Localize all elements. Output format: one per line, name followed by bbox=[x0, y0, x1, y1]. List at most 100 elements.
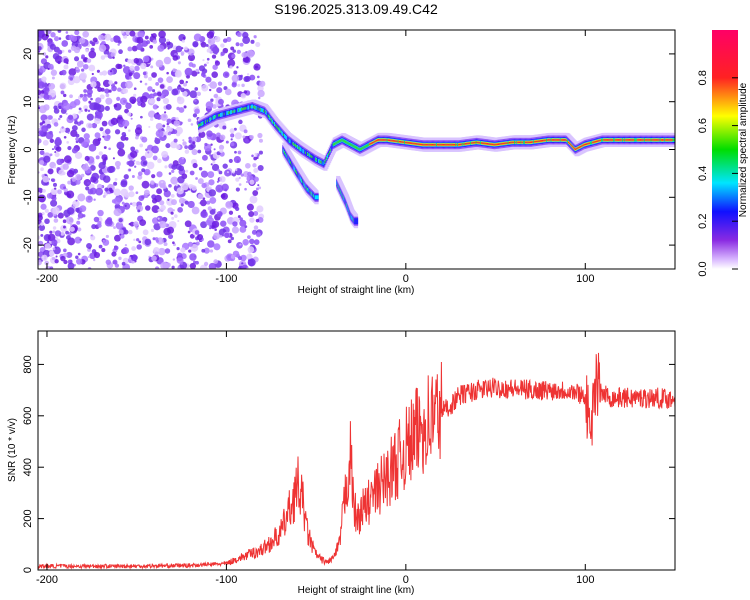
noise-speckle bbox=[214, 52, 218, 55]
noise-speckle bbox=[187, 230, 191, 234]
noise-speckle bbox=[201, 84, 209, 92]
noise-speckle bbox=[66, 251, 73, 259]
noise-speckle bbox=[75, 174, 82, 181]
noise-speckle bbox=[137, 161, 141, 166]
noise-speckle bbox=[159, 221, 164, 225]
noise-speckle bbox=[207, 240, 215, 248]
noise-speckle bbox=[181, 156, 185, 160]
noise-speckle bbox=[114, 234, 121, 242]
noise-speckle bbox=[200, 41, 207, 48]
noise-speckle bbox=[206, 48, 211, 53]
noise-speckle bbox=[130, 150, 138, 158]
noise-speckle bbox=[248, 211, 255, 218]
noise-speckle bbox=[157, 158, 162, 164]
noise-speckle bbox=[232, 221, 238, 227]
noise-speckle bbox=[88, 50, 97, 59]
noise-speckle bbox=[170, 193, 175, 198]
noise-speckle bbox=[253, 176, 259, 182]
noise-speckle bbox=[187, 118, 192, 123]
noise-speckle bbox=[231, 226, 239, 234]
noise-speckle bbox=[61, 40, 69, 47]
noise-speckle bbox=[241, 262, 244, 265]
noise-speckle bbox=[78, 111, 81, 114]
noise-speckle bbox=[235, 177, 240, 182]
noise-speckle bbox=[151, 145, 159, 154]
noise-speckle bbox=[74, 151, 83, 160]
noise-speckle bbox=[197, 193, 204, 200]
noise-speckle bbox=[87, 109, 91, 113]
noise-speckle bbox=[140, 62, 147, 70]
noise-speckle bbox=[159, 84, 165, 89]
noise-speckle bbox=[145, 148, 148, 152]
noise-speckle bbox=[109, 70, 113, 73]
noise-speckle bbox=[236, 66, 239, 69]
noise-speckle bbox=[136, 238, 140, 242]
noise-speckle bbox=[85, 186, 90, 191]
noise-speckle bbox=[192, 162, 198, 169]
noise-speckle bbox=[73, 168, 79, 174]
noise-speckle bbox=[234, 150, 237, 154]
noise-speckle bbox=[171, 169, 175, 174]
noise-speckle bbox=[130, 254, 138, 262]
noise-speckle bbox=[100, 55, 106, 60]
noise-speckle bbox=[196, 106, 199, 109]
noise-speckle bbox=[65, 31, 69, 34]
noise-speckle bbox=[209, 209, 216, 215]
noise-speckle bbox=[253, 156, 258, 161]
noise-speckle bbox=[211, 163, 220, 172]
noise-speckle bbox=[114, 81, 118, 85]
noise-speckle bbox=[211, 220, 220, 228]
noise-speckle bbox=[97, 87, 103, 92]
noise-speckle bbox=[53, 187, 57, 190]
noise-speckle bbox=[118, 40, 122, 44]
noise-speckle bbox=[188, 62, 194, 67]
noise-speckle bbox=[63, 58, 69, 64]
noise-speckle bbox=[58, 37, 62, 40]
noise-speckle bbox=[114, 263, 120, 268]
noise-speckle bbox=[166, 71, 169, 75]
noise-speckle bbox=[67, 146, 72, 151]
noise-speckle bbox=[129, 99, 133, 103]
noise-speckle bbox=[42, 188, 46, 193]
noise-speckle bbox=[127, 58, 133, 64]
noise-speckle bbox=[61, 126, 64, 129]
noise-speckle bbox=[76, 60, 84, 68]
noise-speckle bbox=[246, 73, 250, 76]
noise-speckle bbox=[198, 166, 203, 171]
noise-speckle bbox=[96, 69, 100, 73]
noise-speckle bbox=[230, 46, 235, 51]
noise-speckle bbox=[148, 125, 151, 128]
noise-speckle bbox=[71, 177, 77, 182]
noise-speckle bbox=[55, 255, 58, 258]
noise-speckle bbox=[237, 150, 242, 155]
noise-speckle bbox=[39, 122, 43, 126]
noise-speckle bbox=[197, 178, 204, 185]
noise-speckle bbox=[142, 55, 150, 63]
noise-speckle bbox=[124, 243, 128, 247]
noise-speckle bbox=[216, 180, 220, 183]
noise-speckle bbox=[228, 158, 233, 163]
noise-speckle bbox=[205, 44, 209, 47]
noise-speckle bbox=[191, 136, 198, 142]
noise-speckle bbox=[155, 122, 163, 130]
noise-speckle bbox=[222, 125, 227, 130]
noise-speckle bbox=[117, 87, 122, 92]
noise-speckle bbox=[47, 115, 53, 120]
noise-speckle bbox=[89, 40, 93, 44]
noise-speckle bbox=[242, 238, 249, 246]
noise-speckle bbox=[90, 81, 97, 88]
noise-speckle bbox=[45, 131, 54, 140]
noise-speckle bbox=[204, 142, 208, 147]
noise-speckle bbox=[71, 125, 78, 131]
noise-speckle bbox=[196, 233, 204, 241]
noise-speckle bbox=[77, 252, 81, 256]
noise-speckle bbox=[63, 135, 67, 139]
noise-speckle bbox=[39, 150, 45, 156]
noise-speckle bbox=[195, 241, 200, 246]
noise-speckle bbox=[149, 117, 154, 121]
noise-speckle bbox=[81, 56, 84, 60]
noise-speckle bbox=[206, 217, 214, 225]
noise-speckle bbox=[182, 90, 188, 97]
noise-speckle bbox=[55, 146, 62, 152]
noise-speckle bbox=[214, 228, 217, 231]
